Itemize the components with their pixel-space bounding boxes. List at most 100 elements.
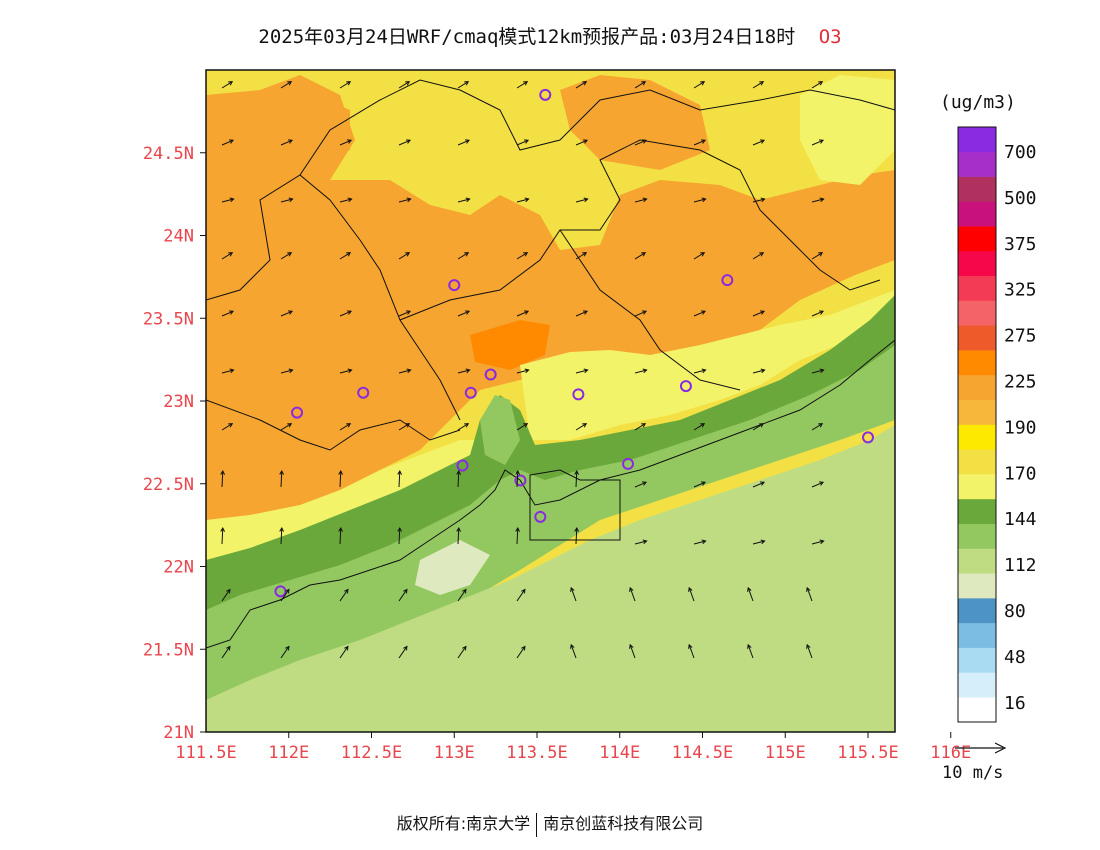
wind-arrow bbox=[457, 527, 460, 545]
wind-arrowhead bbox=[464, 81, 470, 86]
wind-arrow bbox=[339, 81, 351, 89]
wind-arrow bbox=[398, 527, 401, 545]
station-marker bbox=[464, 386, 477, 399]
wind-arrowhead bbox=[642, 368, 648, 374]
wind-arrowhead bbox=[228, 252, 234, 257]
wind-arrowhead bbox=[629, 586, 634, 592]
y-axis: 21N 21.5N 22N 22.5N 23N 23.5N 24N 24.5N bbox=[143, 144, 206, 743]
wind-arrow bbox=[280, 589, 290, 602]
wind-arrowhead bbox=[285, 588, 290, 594]
wind-arrow bbox=[811, 423, 823, 431]
wind-arrowhead bbox=[760, 539, 766, 545]
y-tick-label: 24.5N bbox=[143, 144, 194, 164]
wind-arrow bbox=[634, 481, 647, 488]
wind-arrowhead bbox=[818, 252, 824, 257]
wind-arrowhead bbox=[524, 368, 530, 374]
wind-arrow bbox=[575, 310, 588, 317]
wind-arrowhead bbox=[397, 469, 402, 475]
wind-arrow bbox=[516, 527, 519, 545]
wind-reference: 10 m/s bbox=[942, 742, 1007, 783]
wind-arrowhead bbox=[747, 586, 752, 592]
wind-arrow bbox=[280, 198, 293, 203]
station-marker bbox=[862, 431, 874, 444]
wind-arrowhead bbox=[521, 588, 526, 594]
wind-arrowhead bbox=[806, 586, 811, 592]
wind-arrowhead bbox=[818, 423, 824, 428]
coastline bbox=[206, 339, 895, 649]
wind-arrow bbox=[806, 644, 813, 659]
wind-arrowhead bbox=[583, 139, 589, 144]
wind-arrowhead bbox=[464, 252, 470, 257]
wind-arrow bbox=[516, 81, 528, 89]
wind-arrow bbox=[811, 81, 823, 89]
legend-swatch bbox=[958, 350, 996, 376]
station-marker bbox=[721, 274, 734, 287]
legend-swatch bbox=[958, 226, 996, 252]
wind-arrowhead bbox=[465, 197, 471, 203]
wind-arrowhead bbox=[406, 139, 412, 144]
wind-arrowhead bbox=[642, 139, 648, 144]
wind-arrow bbox=[221, 252, 233, 260]
x-tick-label: 114E bbox=[599, 743, 640, 763]
wind-arrowhead bbox=[570, 586, 575, 592]
wind-arrowhead bbox=[279, 526, 284, 532]
wind-arrowhead bbox=[285, 645, 290, 651]
legend-label: 225 bbox=[1004, 372, 1037, 393]
wind-arrow bbox=[516, 423, 528, 431]
wind-arrow bbox=[629, 644, 636, 659]
hk-box bbox=[529, 469, 621, 541]
wind-arrowhead bbox=[819, 368, 825, 374]
wind-arrowhead bbox=[582, 252, 588, 257]
wind-arrow bbox=[693, 81, 705, 89]
wind-arrowhead bbox=[582, 81, 588, 86]
wind-arrow bbox=[221, 81, 233, 89]
wind-arrowhead bbox=[641, 423, 647, 428]
wind-arrowhead bbox=[228, 81, 234, 86]
wind-arrowhead bbox=[464, 423, 470, 428]
wind-arrowhead bbox=[819, 139, 825, 144]
legend-label: 144 bbox=[1004, 509, 1037, 530]
wind-arrowhead bbox=[760, 481, 766, 486]
station-marker bbox=[357, 386, 370, 399]
wind-arrow bbox=[221, 198, 234, 203]
wind-arrow bbox=[516, 646, 526, 659]
wind-arrowhead bbox=[288, 368, 294, 374]
wind-arrow bbox=[693, 310, 706, 317]
wind-arrow bbox=[516, 310, 529, 317]
y-tick-label: 22N bbox=[163, 558, 194, 578]
wind-arrow bbox=[398, 369, 411, 374]
wind-arrow bbox=[575, 423, 587, 431]
station-marker bbox=[456, 459, 469, 472]
wind-arrowhead bbox=[346, 423, 352, 428]
wind-arrow bbox=[280, 646, 290, 659]
wind-arrowhead bbox=[462, 645, 467, 651]
legend-label: 375 bbox=[1004, 234, 1037, 255]
wind-arrowhead bbox=[759, 252, 765, 257]
wind-arrowhead bbox=[406, 368, 412, 374]
wind-arrowhead bbox=[465, 368, 471, 374]
wind-arrow bbox=[629, 587, 636, 602]
wind-arrow bbox=[634, 81, 646, 89]
legend-swatch bbox=[958, 300, 996, 326]
wind-arrowhead bbox=[688, 586, 693, 592]
wind-arrow bbox=[457, 369, 470, 374]
wind-arrowhead bbox=[700, 252, 706, 257]
wind-arrowhead bbox=[403, 588, 408, 594]
wind-arrow bbox=[221, 369, 234, 374]
wind-arrowhead bbox=[700, 423, 706, 428]
station-marker bbox=[514, 474, 527, 487]
wind-arrow bbox=[457, 198, 470, 203]
y-tick-label: 23N bbox=[163, 392, 194, 412]
title-text: 2025年03月24日WRF/cmaq模式12km预报产品:03月24日18时 bbox=[258, 26, 796, 48]
y-tick-label: 21.5N bbox=[143, 640, 194, 660]
x-tick-label: 111.5E bbox=[175, 743, 236, 763]
wind-arrowhead bbox=[456, 469, 461, 475]
wind-arrowhead bbox=[760, 368, 766, 374]
wind-arrow bbox=[339, 198, 352, 203]
wind-arrow bbox=[398, 198, 411, 203]
y-tick-label: 22.5N bbox=[143, 475, 194, 495]
wind-arrowhead bbox=[406, 197, 412, 203]
wind-arrowhead bbox=[688, 643, 693, 649]
wind-arrowhead bbox=[524, 139, 530, 144]
